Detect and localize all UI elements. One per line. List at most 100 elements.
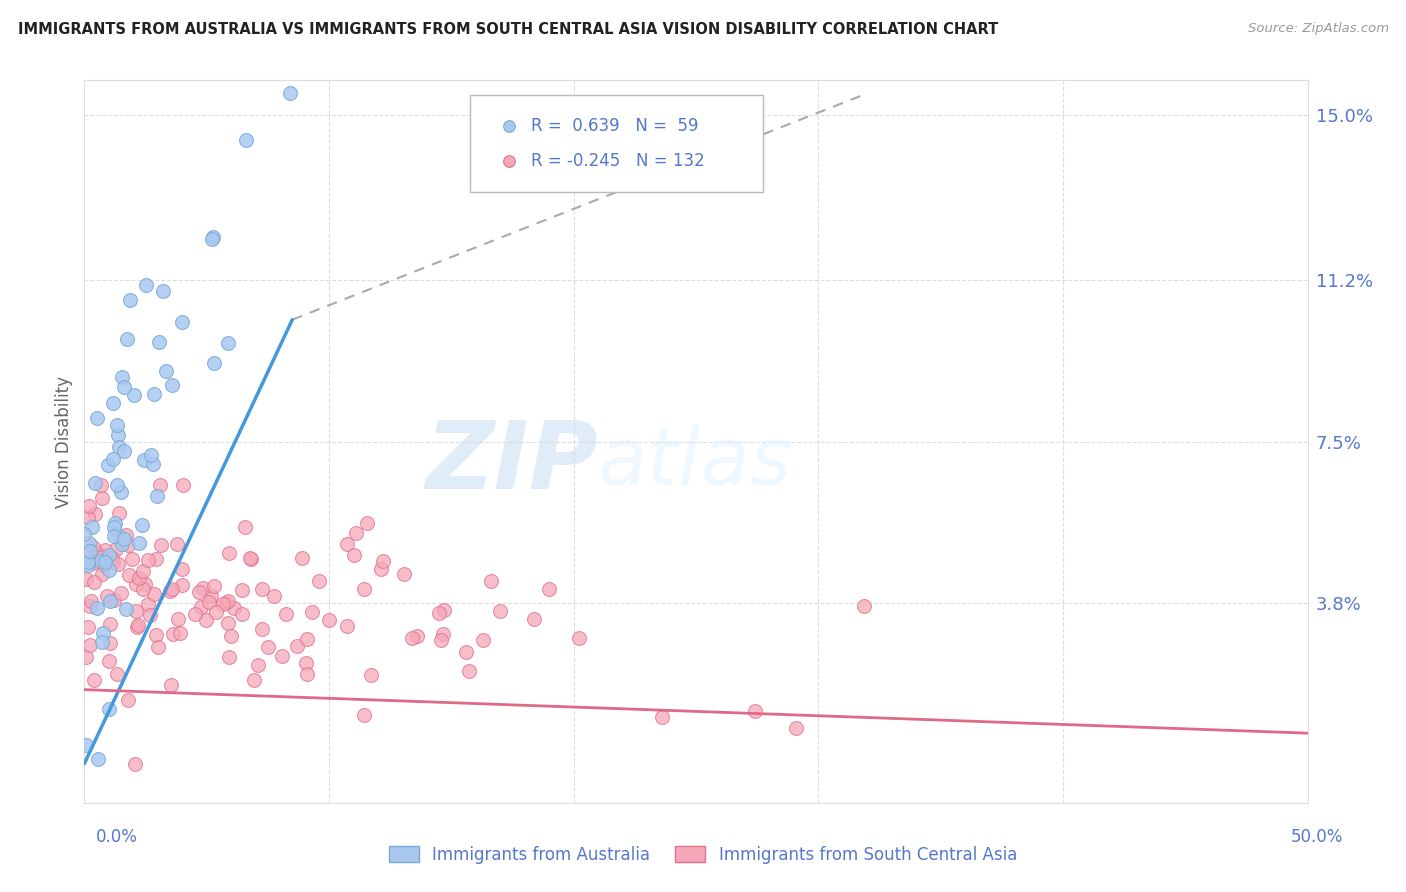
Point	[103, 452, 125, 467]
Point	[89, 549, 111, 564]
Point	[744, 705, 766, 719]
Point	[297, 632, 319, 647]
Text: IMMIGRANTS FROM AUSTRALIA VS IMMIGRANTS FROM SOUTH CENTRAL ASIA VISION DISABILIT: IMMIGRANTS FROM AUSTRALIA VS IMMIGRANTS …	[18, 22, 998, 37]
Point	[105, 541, 128, 556]
Point	[488, 604, 510, 618]
Text: 50.0%: 50.0%	[1291, 828, 1343, 846]
Point	[101, 555, 124, 569]
Point	[91, 567, 114, 582]
Point	[200, 589, 222, 603]
Point	[568, 631, 591, 645]
FancyBboxPatch shape	[470, 95, 763, 193]
Point	[107, 557, 129, 571]
Point	[98, 702, 121, 716]
Point	[125, 577, 148, 591]
Point	[142, 387, 165, 401]
Point	[84, 544, 107, 558]
Point	[146, 489, 169, 503]
Point	[104, 516, 127, 531]
Point	[146, 640, 169, 655]
Point	[124, 756, 146, 771]
Point	[170, 562, 193, 576]
Point	[204, 605, 226, 619]
Point	[217, 336, 239, 351]
Point	[103, 592, 125, 607]
Point	[138, 597, 160, 611]
Point	[152, 284, 174, 298]
Point	[79, 638, 101, 652]
Point	[785, 721, 807, 735]
Point	[271, 649, 294, 664]
Point	[83, 575, 105, 590]
Point	[127, 617, 149, 632]
Point	[172, 315, 194, 329]
Point	[111, 370, 134, 384]
Point	[336, 619, 359, 633]
Point	[217, 594, 239, 608]
Text: Source: ZipAtlas.com: Source: ZipAtlas.com	[1249, 22, 1389, 36]
Point	[231, 607, 253, 621]
Point	[155, 364, 177, 378]
Point	[145, 551, 167, 566]
Point	[538, 582, 561, 596]
Point	[134, 577, 156, 591]
Point	[110, 485, 132, 500]
Point	[344, 526, 367, 541]
Point	[80, 557, 103, 571]
Point	[103, 520, 125, 534]
Point	[457, 664, 479, 678]
Point	[190, 599, 212, 614]
Point	[91, 491, 114, 505]
Point	[135, 277, 157, 292]
Point	[218, 649, 240, 664]
Point	[257, 640, 280, 655]
Point	[170, 578, 193, 592]
Point	[75, 649, 97, 664]
Point	[522, 612, 544, 626]
Point	[250, 622, 273, 636]
Point	[118, 568, 141, 582]
Point	[430, 633, 453, 648]
Point	[97, 458, 120, 472]
Text: 0.0%: 0.0%	[96, 828, 138, 846]
Point	[406, 629, 429, 643]
Point	[103, 529, 125, 543]
Point	[343, 549, 366, 563]
Point	[98, 594, 121, 608]
Point	[90, 478, 112, 492]
Point	[86, 601, 108, 615]
Point	[82, 540, 104, 554]
Point	[370, 561, 392, 575]
Point	[239, 551, 262, 566]
Point	[184, 607, 207, 622]
Point	[112, 532, 135, 546]
Point	[290, 551, 312, 566]
Point	[433, 603, 456, 617]
Point	[432, 626, 454, 640]
Point	[215, 596, 238, 610]
Point	[93, 555, 115, 569]
Point	[295, 656, 318, 670]
Text: ZIP: ZIP	[425, 417, 598, 509]
Point	[107, 667, 129, 681]
Point	[169, 626, 191, 640]
Point	[353, 708, 375, 723]
Point	[73, 527, 96, 541]
Point	[131, 518, 153, 533]
Point	[117, 538, 139, 552]
Point	[83, 507, 105, 521]
Legend: Immigrants from Australia, Immigrants from South Central Asia: Immigrants from Australia, Immigrants fr…	[382, 839, 1024, 871]
Point	[121, 552, 143, 566]
Point	[276, 607, 298, 622]
Point	[138, 608, 160, 623]
Point	[86, 410, 108, 425]
Point	[301, 605, 323, 619]
Point	[122, 388, 145, 402]
Point	[195, 613, 218, 627]
Text: R = -0.245   N = 132: R = -0.245 N = 132	[531, 153, 704, 170]
Point	[159, 583, 181, 598]
Point	[222, 601, 245, 615]
Point	[77, 499, 100, 513]
Point	[115, 332, 138, 346]
Point	[356, 516, 378, 530]
